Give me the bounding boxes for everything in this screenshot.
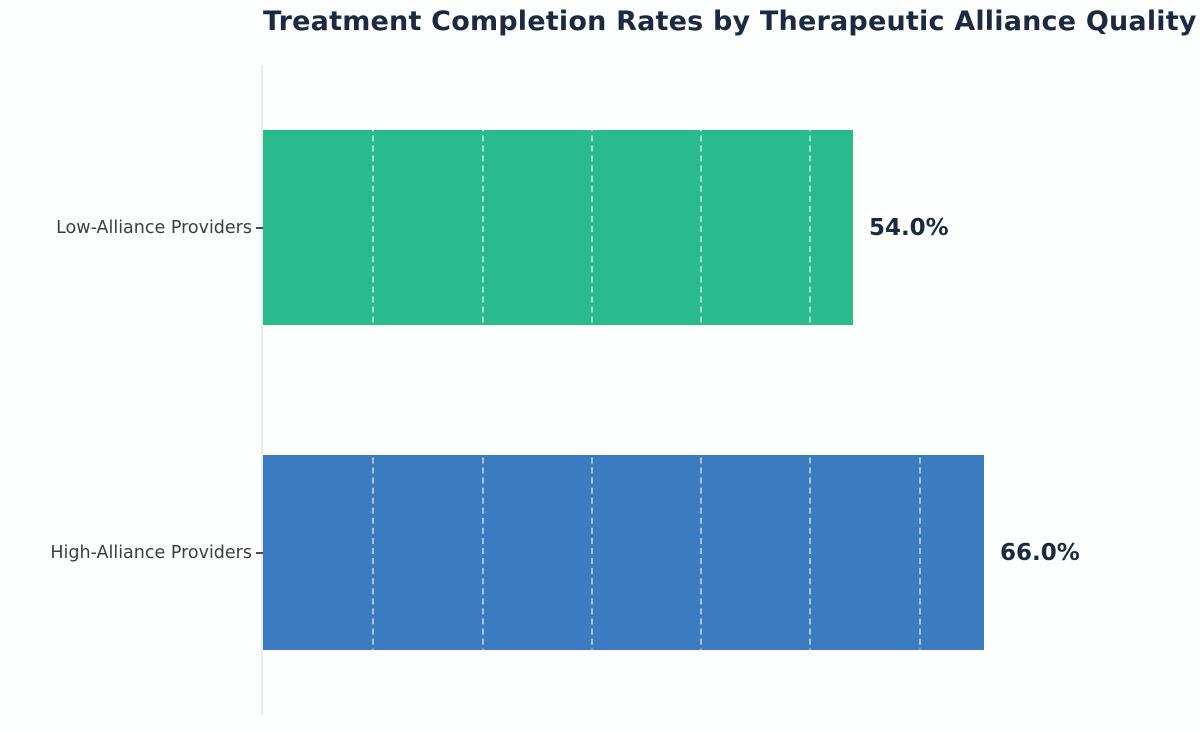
y-tick-label: Low-Alliance Providers <box>56 217 252 238</box>
x-gridline <box>481 65 484 715</box>
plot-area <box>261 65 1137 715</box>
bar-value-label: 66.0% <box>1000 539 1080 566</box>
y-tick-mark <box>256 226 263 229</box>
y-tick-mark <box>256 551 263 554</box>
x-gridline <box>1027 65 1030 715</box>
x-gridline <box>372 65 375 715</box>
chart-title: Treatment Completion Rates by Therapeuti… <box>263 6 1197 37</box>
y-axis-spine <box>261 65 263 715</box>
bar-low-alliance-providers <box>263 130 853 325</box>
x-gridline <box>809 65 812 715</box>
x-gridline <box>590 65 593 715</box>
x-gridline <box>700 65 702 715</box>
x-gridline <box>918 65 921 715</box>
y-tick-label: High-Alliance Providers <box>50 542 252 563</box>
bar-value-label: 54.0% <box>868 214 949 241</box>
bar-high-alliance-providers <box>263 455 985 650</box>
